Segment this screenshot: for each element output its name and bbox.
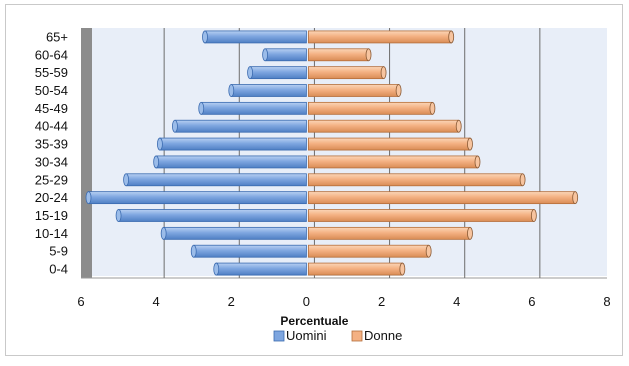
bar-donne (308, 226, 473, 240)
y-tick-label: 65+ (46, 29, 68, 44)
y-tick-label: 0-4 (49, 262, 68, 277)
legend: Uomini Donne (273, 328, 402, 343)
bar-uomini (153, 155, 307, 169)
bar-donne (308, 191, 579, 205)
bar-donne (308, 119, 462, 133)
y-tick-labels: 65+ 60-64 55-59 50-54 45-49 40-44 35-39 30-34 25… (35, 29, 68, 276)
y-tick-label: 15-19 (35, 208, 68, 223)
bar-donne (308, 209, 537, 222)
legend-swatch-uomini (273, 330, 285, 342)
y-tick-label: 60-64 (35, 47, 68, 62)
x-tick-label: 4 (453, 294, 460, 309)
bar-donne (308, 155, 481, 169)
population-pyramid-chart: 65+60-6455-5950-5445-4940-4435-3930-3425… (35, 28, 611, 343)
x-tick-label: 2 (378, 294, 385, 309)
bar-uomini (160, 226, 307, 240)
x-tick-label: 2 (228, 294, 235, 309)
y-tick-label: 10-14 (35, 226, 68, 241)
x-tick-label: 6 (528, 294, 535, 309)
y-tick-label: 35-39 (35, 137, 68, 152)
bar-uomini (190, 244, 307, 258)
x-tick-label: 0 (303, 294, 310, 309)
bar-donne (308, 84, 402, 97)
bar-donne (308, 262, 406, 276)
y-tick-label: 5-9 (49, 244, 68, 259)
x-tick-label: 8 (603, 294, 610, 309)
x-tick-label: 6 (77, 294, 84, 309)
y-tick-label: 25-29 (35, 172, 68, 187)
bar-donne (308, 244, 432, 258)
bar-uomini (172, 119, 307, 133)
bar-donne (308, 30, 455, 44)
bar-uomini (202, 30, 307, 44)
y-tick-label: 40-44 (35, 119, 68, 134)
bar-donne (308, 101, 436, 115)
bar-uomini (228, 84, 307, 97)
chart-frame: 65+ 60-64 55-59 50-54 45-49 40-44 35-39 30-34 25… (5, 4, 623, 356)
bars (85, 30, 579, 276)
legend-swatch-donne (351, 330, 363, 342)
bar-uomini (156, 137, 307, 151)
bar-uomini (213, 262, 307, 276)
plot-side-wall (81, 28, 92, 278)
bar-uomini (123, 173, 307, 187)
bar-uomini (247, 66, 307, 80)
bar-donne (308, 66, 387, 80)
bar-uomini (115, 209, 307, 222)
bar-uomini (262, 48, 307, 62)
y-tick-label: 50-54 (35, 83, 68, 98)
y-tick-label: 55-59 (35, 65, 68, 80)
bar-donne (308, 137, 473, 151)
bar-uomini (198, 101, 307, 115)
bar-uomini (85, 191, 307, 205)
legend-label-uomini: Uomini (286, 328, 327, 343)
bar-donne (308, 48, 372, 62)
y-tick-label: 30-34 (35, 154, 68, 169)
y-tick-label: 45-49 (35, 101, 68, 116)
x-axis-label: Percentuale (280, 314, 348, 328)
x-tick-label: 4 (153, 294, 160, 309)
plot-area (81, 28, 607, 279)
bar-donne (308, 173, 526, 187)
legend-label-donne: Donne (364, 328, 402, 343)
y-tick-label: 20-24 (35, 190, 68, 205)
x-tick-labels: 6 4 2 0 2 4 6 8 (77, 294, 610, 309)
